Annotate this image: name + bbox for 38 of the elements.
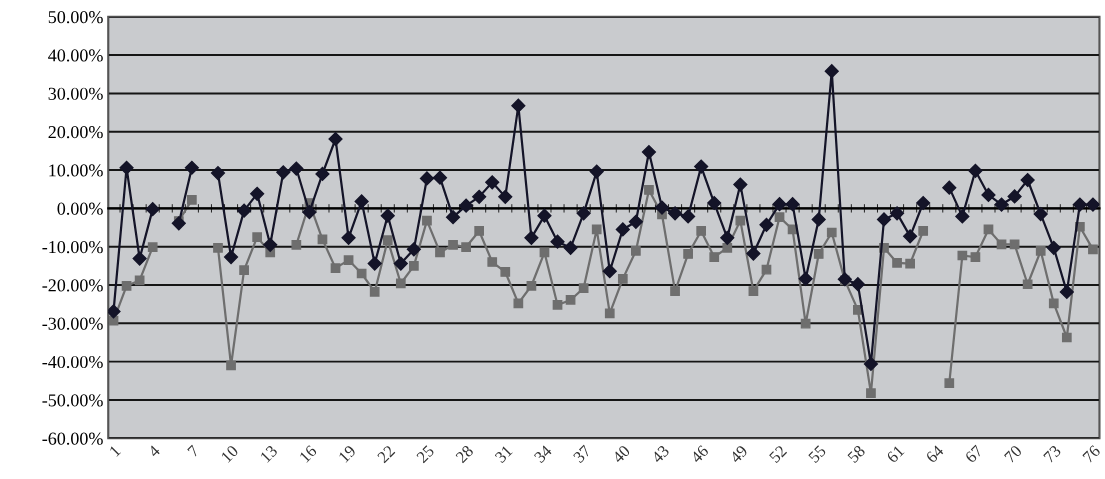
x-tick-label: 19 xyxy=(338,444,357,463)
y-tick-label: 20.00% xyxy=(48,125,103,139)
x-tick-label: 58 xyxy=(847,444,866,464)
x-tick-label: 73 xyxy=(1043,444,1062,464)
x-tick-label: 52 xyxy=(768,444,788,464)
x-tick-label: 10 xyxy=(220,444,239,463)
x-tick-label: 61 xyxy=(886,444,905,464)
x-tick-label: 64 xyxy=(925,444,945,464)
x-tick-label: 76 xyxy=(1082,444,1101,464)
y-tick-label: 10.00% xyxy=(49,164,103,177)
x-tick-label: 34 xyxy=(533,444,553,464)
x-tick-label: 1 xyxy=(109,444,121,457)
y-tick-label: -10.00% xyxy=(42,240,103,254)
x-tick-label: 4 xyxy=(147,444,161,458)
x-tick-label: 28 xyxy=(455,444,474,464)
x-tick-label: 25 xyxy=(416,444,435,464)
y-tick-label: -30.00% xyxy=(42,317,103,330)
x-tick-label: 49 xyxy=(729,444,749,464)
x-tick-label: 43 xyxy=(650,444,670,464)
x-tick-label: 13 xyxy=(259,444,279,463)
y-tick-label: -50.00% xyxy=(42,394,103,407)
x-tick-label: 67 xyxy=(964,444,984,464)
x-tick-label: 55 xyxy=(808,444,827,464)
x-tick-label: 46 xyxy=(689,444,710,464)
y-tick-label: 30.00% xyxy=(48,87,103,100)
x-tick-label: 16 xyxy=(299,444,318,463)
x-tick-label: 40 xyxy=(611,444,631,464)
x-tick-label: 70 xyxy=(1003,444,1023,464)
y-tick-label: -60.00% xyxy=(42,432,103,445)
y-tick-label: -40.00% xyxy=(42,355,103,369)
x-tick-label: 37 xyxy=(572,444,592,464)
y-tick-label: 40.00% xyxy=(48,49,103,62)
x-tick-label: 7 xyxy=(187,444,200,458)
x-tick-label: 22 xyxy=(376,444,396,464)
y-tick-label: 0.00% xyxy=(57,202,103,215)
y-tick-label: -20.00% xyxy=(42,279,103,292)
x-tick-label: 31 xyxy=(494,444,513,464)
y-tick-label: 50.00% xyxy=(48,11,103,24)
